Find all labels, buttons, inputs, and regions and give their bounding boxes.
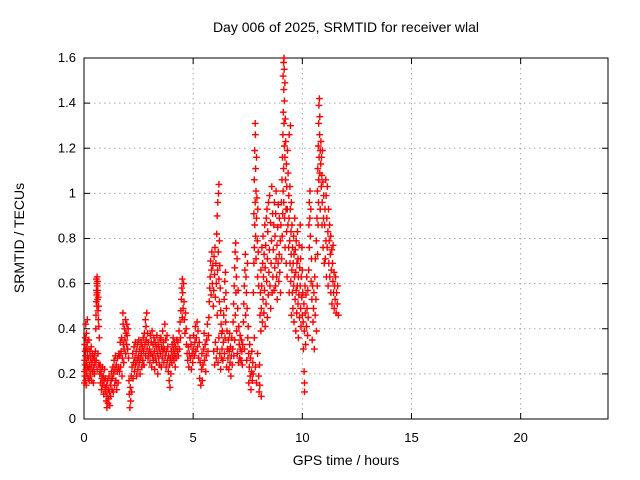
y-tick-label: 0 [69,411,76,426]
y-tick-label: 0.8 [58,231,76,246]
y-tick-label: 0.6 [58,276,76,291]
y-tick-label: 1.4 [58,95,76,110]
x-tick-label: 10 [295,430,309,445]
x-tick-label: 0 [80,430,87,445]
plot-border [83,57,609,420]
x-tick-label: 5 [190,430,197,445]
y-tick-label: 1 [69,185,76,200]
x-tick-label: 20 [513,430,527,445]
scatter-points [81,54,342,412]
x-axis-label: GPS time / hours [292,452,400,468]
y-tick-label: 0.4 [58,321,76,336]
y-tick-label: 1.6 [58,50,76,65]
y-tick-label: 1.2 [58,140,76,155]
chart-title: Day 006 of 2025, SRMTID for receiver wla… [212,19,480,35]
x-tick-label: 15 [404,430,418,445]
y-tick-label: 0.2 [58,366,76,381]
